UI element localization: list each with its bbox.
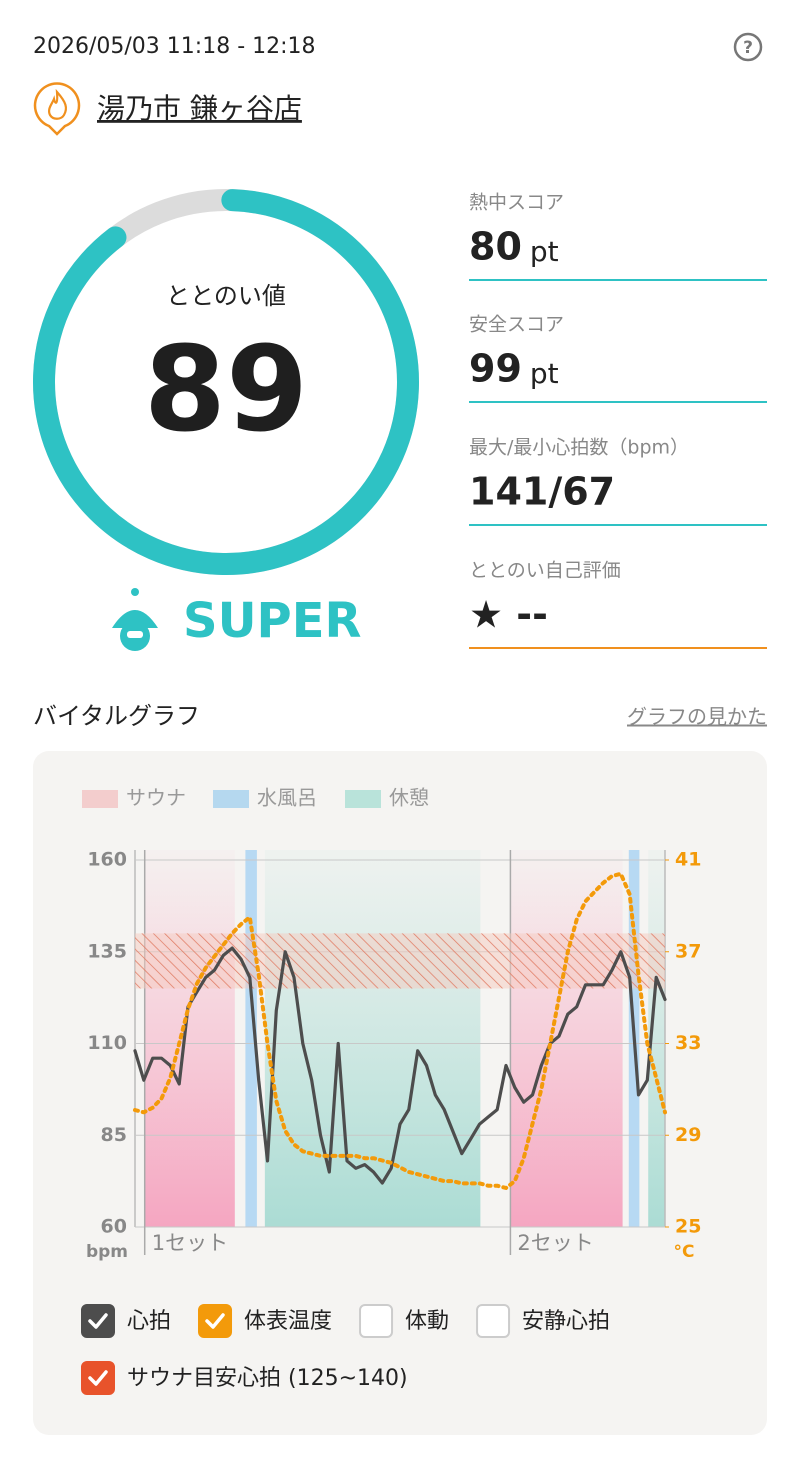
plot: サウナ 水風呂 休憩 60 85 110 135 160 25 29 33 37 41 bpm °C 1セット… — [81, 786, 701, 1395]
store-name[interactable]: 湯乃市 鎌ヶ谷店 — [97, 92, 302, 125]
y-axis-label: bpm — [86, 1242, 128, 1262]
heart-rate-line — [133, 946, 667, 1185]
rank-icon — [112, 588, 158, 651]
checkbox-label[interactable]: サウナ目安心拍 (125~140) — [127, 1366, 408, 1391]
legend-label: 休憩 — [389, 786, 429, 810]
y2-tick-label: 25 — [675, 1216, 701, 1238]
phase-region — [245, 850, 257, 1227]
y-tick-label: 60 — [101, 1216, 127, 1238]
checkbox[interactable] — [198, 1304, 233, 1338]
metric-value: 80 — [469, 225, 522, 269]
y-tick-label: 160 — [87, 849, 127, 871]
checkmark — [88, 1313, 108, 1329]
y-tick-label: 110 — [87, 1032, 127, 1054]
score-value: 89 — [144, 320, 308, 458]
checkbox-label[interactable]: 安静心拍 — [522, 1309, 610, 1334]
target-zone — [135, 933, 665, 989]
legend-label: サウナ — [126, 786, 186, 810]
set-label: 1セット — [152, 1231, 228, 1255]
legend-swatch — [82, 790, 118, 808]
metric-value: 99 — [469, 347, 522, 391]
checkmark — [205, 1313, 225, 1329]
y2-tick-label: 41 — [675, 849, 701, 871]
gauge-arc — [32, 188, 419, 575]
checkbox[interactable] — [81, 1361, 115, 1395]
metric-value: ★ -- — [469, 593, 548, 637]
metric-label: ととのい自己評価 — [469, 560, 621, 582]
metric-value: 141/67 — [469, 470, 615, 514]
checkbox[interactable] — [81, 1304, 115, 1338]
score-label: ととのい値 — [166, 282, 286, 310]
set-label: 2セット — [517, 1231, 593, 1255]
help-link[interactable]: グラフの見かた — [627, 705, 767, 729]
checkbox-label[interactable]: 体表温度 — [244, 1309, 332, 1334]
store-icon — [33, 82, 81, 136]
y2-tick-label: 37 — [675, 940, 701, 962]
legend-swatch — [213, 790, 249, 808]
metric-label: 安全スコア — [469, 314, 564, 336]
y-tick-label: 135 — [87, 940, 127, 962]
section-title: バイタルグラフ — [33, 702, 200, 730]
legend-label: 水風呂 — [257, 786, 317, 810]
phase-region — [144, 850, 235, 1227]
y2-axis-label: °C — [674, 1242, 695, 1262]
checkmark — [88, 1370, 108, 1386]
metric-unit: pt — [530, 357, 559, 390]
checkbox[interactable] — [476, 1304, 511, 1338]
metric-unit: pt — [530, 235, 559, 268]
phase-region — [510, 850, 623, 1227]
metric-label: 最大/最小心拍数（bpm） — [469, 437, 689, 459]
temperature-line — [133, 871, 667, 1190]
y2-tick-label: 29 — [675, 1124, 701, 1146]
metric-label: 熱中スコア — [469, 192, 564, 214]
help-mark[interactable]: ? — [743, 38, 753, 58]
checkbox-label[interactable]: 体動 — [405, 1309, 449, 1334]
y-tick-label: 85 — [101, 1124, 127, 1146]
help-icon[interactable] — [733, 32, 763, 62]
checkbox-label[interactable]: 心拍 — [127, 1309, 171, 1334]
y2-tick-label: 33 — [675, 1032, 701, 1054]
datetime: 2026/05/03 11:18 - 12:18 — [33, 34, 316, 59]
rank: SUPER — [183, 593, 361, 649]
legend-swatch — [345, 790, 381, 808]
checkbox[interactable] — [359, 1304, 394, 1338]
